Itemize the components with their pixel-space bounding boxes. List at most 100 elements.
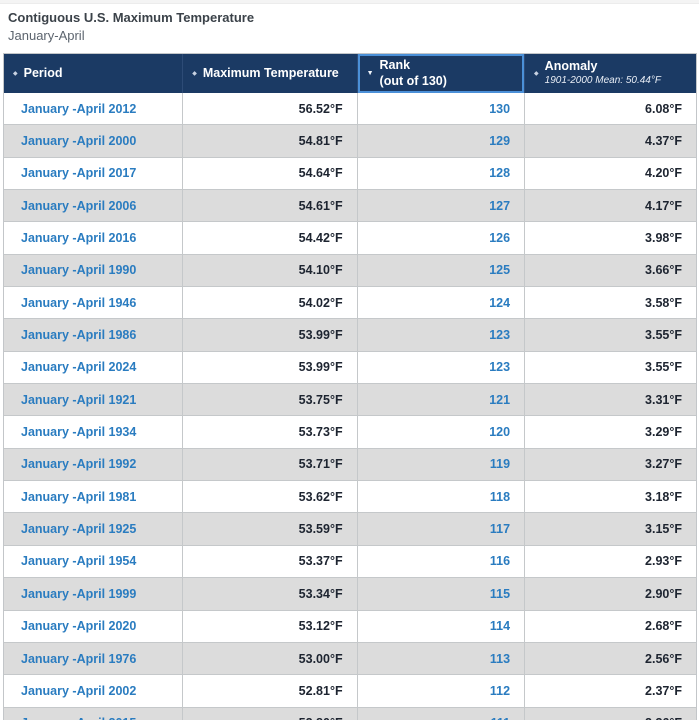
max-temp-value: 54.81°F <box>183 125 358 158</box>
max-temp-value: 53.00°F <box>183 642 358 676</box>
anomaly-value: 3.55°F <box>525 351 696 385</box>
period-link[interactable]: January -April 2020 <box>21 619 137 634</box>
rank-link[interactable]: 125 <box>489 263 511 278</box>
max-temp-value: 54.42°F <box>183 222 358 255</box>
sort-unsorted-icon: ◆ <box>13 70 18 77</box>
max-temp-value: 53.71°F <box>183 448 358 482</box>
rank-link[interactable]: 113 <box>489 651 511 666</box>
period-link[interactable]: January -April 2016 <box>21 231 137 246</box>
column-label-anomaly: Anomaly <box>544 59 598 74</box>
table-row: January -April 1999 53.34°F 115 2.90°F <box>4 578 696 611</box>
rank-link[interactable]: 127 <box>489 198 511 213</box>
rank-link[interactable]: 114 <box>489 619 511 634</box>
anomaly-value: 3.18°F <box>525 481 696 514</box>
column-header-rank[interactable]: ▼ Rank (out of 130) <box>357 54 526 93</box>
rank-link[interactable]: 112 <box>489 683 511 698</box>
max-temp-value: 53.34°F <box>183 578 358 611</box>
rank-link[interactable]: 119 <box>489 457 511 472</box>
period-link[interactable]: January -April 1981 <box>21 489 137 504</box>
table-row: January -April 1981 53.62°F 118 3.18°F <box>4 481 696 514</box>
anomaly-value: 2.37°F <box>525 675 696 708</box>
period-link[interactable]: January -April 2012 <box>21 101 137 116</box>
max-temp-value: 53.75°F <box>183 384 358 417</box>
period-link[interactable]: January -April 1990 <box>21 263 137 278</box>
page-title: Contiguous U.S. Maximum Temperature <box>8 10 255 25</box>
table-row: January -April 1954 53.37°F 116 2.93°F <box>4 545 696 579</box>
column-sublabel-anomaly: 1901-2000 Mean: 50.44°F <box>544 75 661 87</box>
max-temp-value: 54.10°F <box>183 254 358 288</box>
page-subtitle: January-April <box>8 28 85 43</box>
anomaly-value: 3.58°F <box>525 287 696 320</box>
max-temp-value: 53.99°F <box>183 351 358 385</box>
rank-link[interactable]: 130 <box>489 101 511 116</box>
rank-link[interactable]: 123 <box>489 328 511 343</box>
table-row: January -April 2024 53.99°F 123 3.55°F <box>4 351 696 385</box>
table-row: January -April 2000 54.81°F 129 4.37°F <box>4 125 696 158</box>
period-link[interactable]: January -April 1992 <box>21 457 137 472</box>
period-link[interactable]: January -April 1934 <box>21 425 137 440</box>
anomaly-value: 4.17°F <box>525 190 696 223</box>
max-temp-value: 54.61°F <box>183 190 358 223</box>
max-temp-value: 52.81°F <box>183 675 358 708</box>
table-row: January -April 1921 53.75°F 121 3.31°F <box>4 384 696 417</box>
rank-link[interactable]: 111 <box>491 716 510 720</box>
rank-link[interactable]: 128 <box>489 166 511 181</box>
rank-link[interactable]: 118 <box>489 489 511 504</box>
max-temp-value: 53.12°F <box>183 610 358 643</box>
rank-link[interactable]: 123 <box>489 360 511 375</box>
period-link[interactable]: January -April 2002 <box>21 683 137 698</box>
sort-unsorted-icon: ◆ <box>192 70 197 77</box>
sort-descending-icon: ▼ <box>366 70 374 77</box>
table-row: January -April 2002 52.81°F 112 2.37°F <box>4 675 696 708</box>
anomaly-value: 3.55°F <box>525 319 696 352</box>
max-temp-value: 53.37°F <box>183 545 358 579</box>
period-link[interactable]: January -April 2000 <box>21 134 137 149</box>
rank-link[interactable]: 121 <box>489 392 511 407</box>
max-temp-value: 53.73°F <box>183 416 358 449</box>
rank-link[interactable]: 117 <box>489 522 511 537</box>
climate-rankings-table: ◆ Period ◆ Maximum Temperature ▼ <box>3 53 697 720</box>
column-header-period[interactable]: ◆ Period <box>4 54 184 93</box>
max-temp-value: 56.52°F <box>183 93 358 126</box>
rank-link[interactable]: 129 <box>489 134 511 149</box>
anomaly-value: 2.56°F <box>525 642 696 676</box>
period-link[interactable]: January -April 1954 <box>21 554 137 569</box>
anomaly-value: 3.98°F <box>525 222 696 255</box>
max-temp-value: 54.02°F <box>183 287 358 320</box>
table-row: January -April 2015 52.80°F 111 2.36°F <box>4 707 696 720</box>
anomaly-value: 2.93°F <box>525 545 696 579</box>
rank-link[interactable]: 120 <box>489 425 511 440</box>
period-link[interactable]: January -April 1946 <box>21 295 137 310</box>
table-row: January -April 2006 54.61°F 127 4.17°F <box>4 190 696 223</box>
rank-link[interactable]: 115 <box>489 586 511 601</box>
rank-link[interactable]: 126 <box>489 231 511 246</box>
period-link[interactable]: January -April 2017 <box>21 166 137 181</box>
period-link[interactable]: January -April 2006 <box>21 198 137 213</box>
column-sublabel-rank: (out of 130) <box>379 73 447 88</box>
column-header-anomaly[interactable]: ◆ Anomaly 1901-2000 Mean: 50.44°F <box>525 54 696 93</box>
rank-link[interactable]: 116 <box>489 554 511 569</box>
period-link[interactable]: January -April 1986 <box>21 328 137 343</box>
period-link[interactable]: January -April 1921 <box>21 392 137 407</box>
anomaly-value: 3.27°F <box>525 448 696 482</box>
table-row: January -April 1925 53.59°F 117 3.15°F <box>4 513 696 546</box>
period-link[interactable]: January -April 1925 <box>21 522 137 537</box>
period-link[interactable]: January -April 2024 <box>21 360 137 375</box>
anomaly-value: 3.29°F <box>525 416 696 449</box>
rank-link[interactable]: 124 <box>489 295 511 310</box>
table-row: January -April 2012 56.52°F 130 6.08°F <box>4 93 696 126</box>
max-temp-value: 54.64°F <box>183 157 358 191</box>
period-link[interactable]: January -April 1999 <box>21 586 137 601</box>
table-header: ◆ Period ◆ Maximum Temperature ▼ <box>4 54 696 93</box>
column-label-rank: Rank <box>379 57 411 72</box>
page-header: Contiguous U.S. Maximum Temperature Janu… <box>0 4 699 53</box>
anomaly-value: 3.31°F <box>525 384 696 417</box>
column-label-period: Period <box>23 65 63 80</box>
column-header-max-temperature[interactable]: ◆ Maximum Temperature <box>183 54 358 93</box>
anomaly-value: 2.36°F <box>525 707 696 720</box>
period-link[interactable]: January -April 2015 <box>21 716 136 720</box>
period-link[interactable]: January -April 1976 <box>21 651 137 666</box>
anomaly-value: 2.90°F <box>525 578 696 611</box>
table-row: January -April 1946 54.02°F 124 3.58°F <box>4 287 696 320</box>
table-row: January -April 2016 54.42°F 126 3.98°F <box>4 222 696 255</box>
